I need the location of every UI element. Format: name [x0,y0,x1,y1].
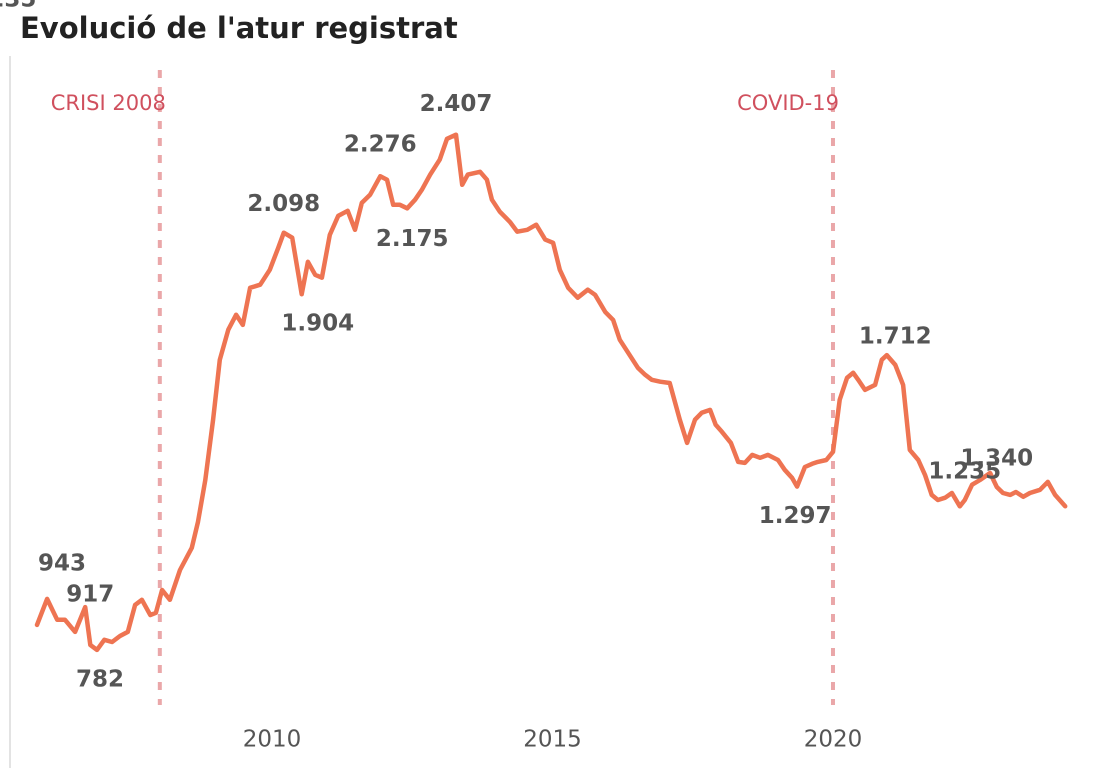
chart-title: Evolució de l'atur registrat [20,11,458,45]
value-label: 1.297 [759,503,832,529]
value-label: 2.175 [376,226,449,252]
value-label: 2.276 [344,132,417,158]
x-tick-label: 2010 [243,727,302,753]
series-line [34,132,1068,653]
value-label: 917 [66,582,114,608]
value-label: 1.235 [928,458,1001,484]
value-label: 943 [38,550,86,576]
value-label: 1.904 [281,311,354,337]
value-label: 782 [76,666,124,692]
value-label: 1.712 [859,323,932,349]
event-label: CRISI 2008 [51,91,166,115]
value-label: 1.340 [960,445,1033,471]
plot: CRISI 2008 COVID-19 2010 2015 2020 943 917 782 2… [0,0,1068,753]
x-tick-label: 2020 [804,727,863,753]
x-tick-label: 2015 [523,727,582,753]
value-label: 2.407 [420,91,493,117]
value-label: 2.098 [247,191,320,217]
value-label: 1.235 [0,0,36,13]
event-label: COVID-19 [737,91,839,115]
